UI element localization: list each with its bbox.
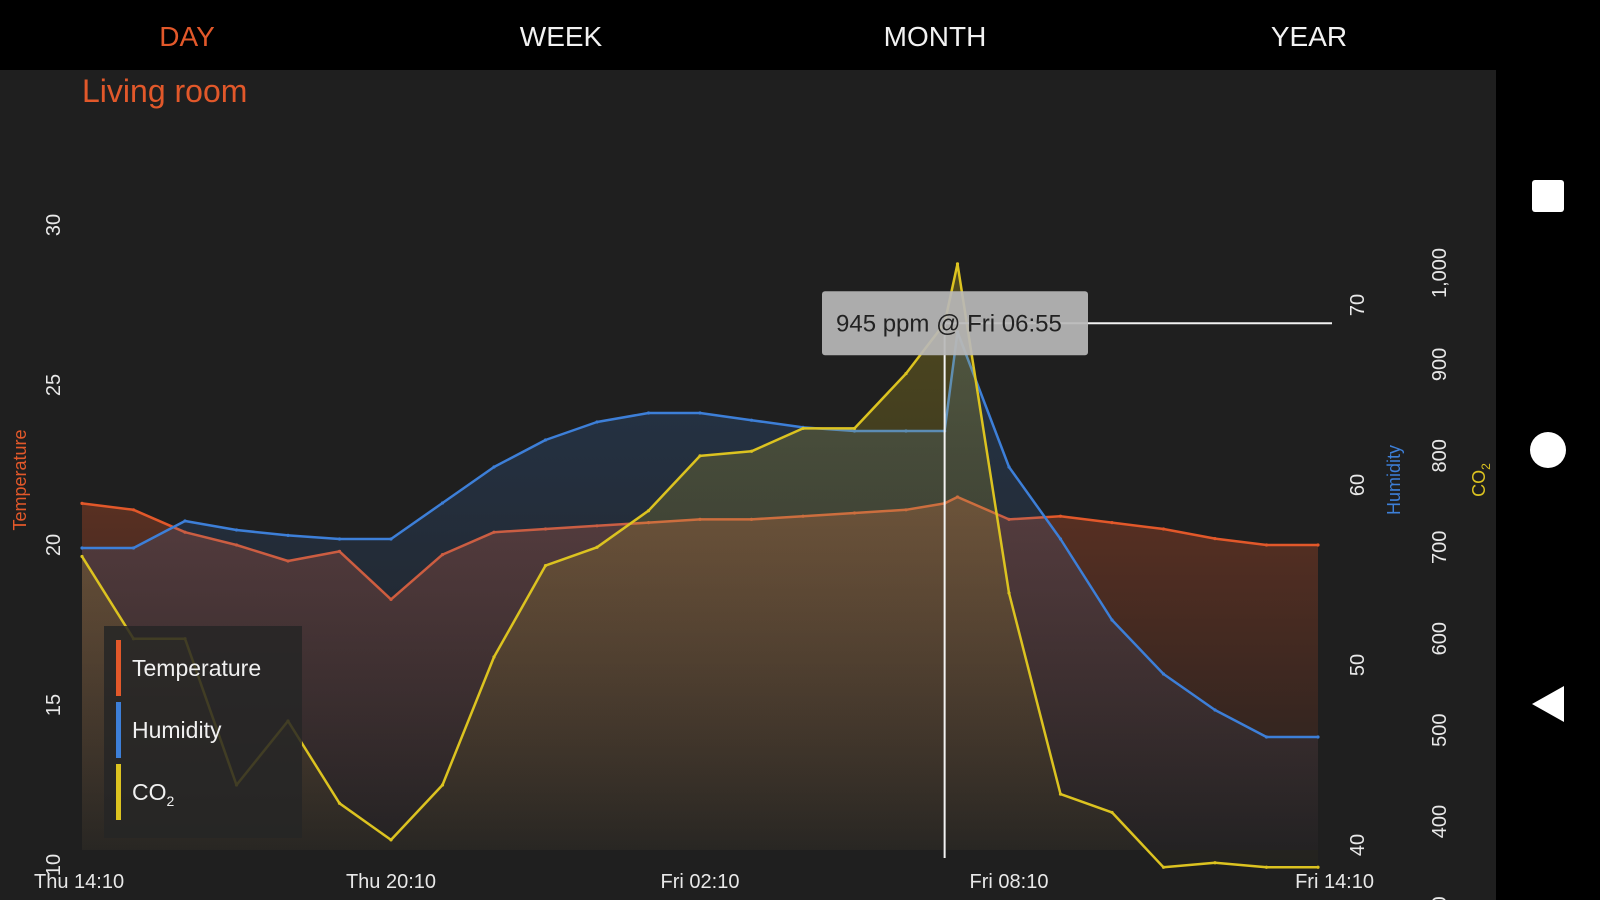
legend-label: Temperature bbox=[132, 655, 261, 681]
y-left-tick: 15 bbox=[43, 694, 65, 716]
x-axis-tick: Thu 14:10 bbox=[34, 871, 124, 893]
room-title: Living room bbox=[82, 73, 247, 109]
tab-day[interactable]: DAY bbox=[159, 21, 215, 52]
x-axis-tick: Fri 02:10 bbox=[661, 871, 740, 893]
tooltip-text: 945 ppm @ Fri 06:55 bbox=[836, 310, 1062, 337]
y-right-humidity-tick: 40 bbox=[1347, 834, 1369, 856]
data-point-co2 bbox=[852, 426, 857, 431]
series-area-co2 bbox=[82, 263, 1318, 868]
data-point-co2 bbox=[955, 262, 960, 266]
data-point-co2 bbox=[1213, 861, 1217, 865]
x-axis-tick: Fri 14:10 bbox=[1295, 871, 1374, 893]
data-point-co2 bbox=[698, 454, 702, 458]
y-right-co2-tick: 700 bbox=[1429, 531, 1451, 564]
data-point-co2 bbox=[492, 655, 496, 659]
data-point-humidity bbox=[183, 519, 187, 523]
data-point-temperature bbox=[1110, 521, 1114, 525]
y-left-label: Temperature bbox=[10, 429, 30, 530]
y-right-co2-tick: 600 bbox=[1429, 622, 1451, 655]
data-point-humidity bbox=[1264, 735, 1269, 739]
data-point-humidity bbox=[1007, 465, 1011, 469]
data-point-humidity bbox=[337, 537, 342, 541]
y-right-co2-tick: 500 bbox=[1429, 713, 1451, 746]
legend-label: Humidity bbox=[132, 717, 222, 743]
data-point-co2 bbox=[1110, 810, 1114, 815]
data-point-humidity bbox=[492, 465, 496, 469]
data-point-humidity bbox=[286, 533, 290, 537]
legend-swatch bbox=[116, 640, 121, 696]
data-point-co2 bbox=[1161, 865, 1166, 869]
tooltip-box bbox=[822, 291, 1088, 356]
data-point-humidity bbox=[80, 546, 84, 550]
data-point-humidity bbox=[389, 537, 393, 541]
series-line-humidity bbox=[82, 330, 1318, 739]
data-point-humidity bbox=[131, 546, 136, 550]
legend-swatch bbox=[116, 764, 121, 820]
y-right-co2-tick: 300 bbox=[1429, 896, 1451, 900]
y-right-co2-tick: 400 bbox=[1429, 805, 1451, 838]
data-point-humidity bbox=[1058, 537, 1063, 541]
data-point-co2 bbox=[1316, 865, 1320, 869]
chart-panel: Living room 10 15 20 25 30 Temperature 40 50 60 70… bbox=[0, 70, 1496, 900]
data-point-humidity bbox=[234, 528, 239, 532]
data-point-co2 bbox=[80, 554, 84, 559]
y-left-tick: 30 bbox=[43, 214, 65, 236]
data-point-humidity bbox=[1161, 672, 1166, 676]
data-point-co2 bbox=[1264, 865, 1269, 869]
square-recents-icon[interactable] bbox=[1524, 172, 1572, 220]
data-point-humidity bbox=[749, 418, 754, 422]
x-axis-tick: Thu 20:10 bbox=[346, 871, 436, 893]
data-point-temperature bbox=[80, 501, 84, 505]
y-right-humidity-label: Humidity bbox=[1384, 445, 1404, 515]
data-point-temperature bbox=[1058, 514, 1063, 518]
data-point-co2 bbox=[749, 449, 754, 453]
legend-swatch bbox=[116, 702, 121, 758]
data-point-co2 bbox=[646, 509, 651, 513]
legend-box bbox=[104, 626, 302, 838]
tab-month[interactable]: MONTH bbox=[883, 21, 987, 52]
data-point-temperature bbox=[1264, 543, 1269, 547]
data-point-humidity bbox=[440, 501, 445, 505]
y-right-co2-tick: 900 bbox=[1429, 348, 1451, 381]
data-point-co2 bbox=[904, 371, 908, 376]
y-right-co2-tick: 1,000 bbox=[1429, 248, 1451, 298]
data-point-humidity bbox=[595, 420, 599, 424]
y-right-humidity-tick: 50 bbox=[1347, 654, 1369, 676]
system-navigation-bar bbox=[1496, 0, 1600, 900]
data-point-co2 bbox=[595, 545, 599, 549]
tab-week[interactable]: WEEK bbox=[519, 21, 603, 52]
data-point-temperature bbox=[1161, 527, 1166, 531]
y-left-tick: 10 bbox=[43, 854, 65, 876]
y-right-humidity-tick: 70 bbox=[1347, 294, 1369, 316]
tab-year[interactable]: YEAR bbox=[1270, 21, 1348, 52]
data-point-co2 bbox=[801, 426, 805, 431]
data-point-temperature bbox=[131, 508, 136, 512]
circle-home-icon[interactable] bbox=[1524, 426, 1572, 474]
data-point-humidity bbox=[1213, 708, 1217, 712]
y-left-tick: 25 bbox=[43, 374, 65, 396]
data-point-humidity bbox=[646, 411, 651, 415]
data-point-co2 bbox=[337, 801, 342, 805]
y-left-tick: 20 bbox=[43, 534, 65, 556]
y-right-humidity-tick: 60 bbox=[1347, 474, 1369, 496]
sensor-chart[interactable]: Living room 10 15 20 25 30 Temperature 40 50 60 70… bbox=[0, 70, 1496, 900]
x-axis-tick: Fri 08:10 bbox=[970, 871, 1049, 893]
y-right-co2-label: CO2 bbox=[1469, 463, 1493, 497]
data-point-humidity bbox=[543, 438, 548, 442]
data-point-co2 bbox=[1007, 591, 1011, 595]
y-right-co2-tick: 800 bbox=[1429, 439, 1451, 472]
triangle-back-icon[interactable] bbox=[1524, 680, 1572, 728]
data-point-co2 bbox=[440, 783, 445, 787]
data-point-co2 bbox=[543, 563, 548, 568]
data-point-humidity bbox=[698, 411, 702, 415]
data-point-humidity bbox=[1110, 618, 1114, 622]
data-point-humidity bbox=[1316, 735, 1320, 739]
data-point-temperature bbox=[1213, 537, 1217, 541]
time-range-tabs: DAY WEEK MONTH YEAR bbox=[0, 0, 1496, 70]
data-point-co2 bbox=[389, 838, 393, 842]
data-point-co2 bbox=[1058, 792, 1063, 796]
data-point-temperature bbox=[1316, 543, 1320, 547]
